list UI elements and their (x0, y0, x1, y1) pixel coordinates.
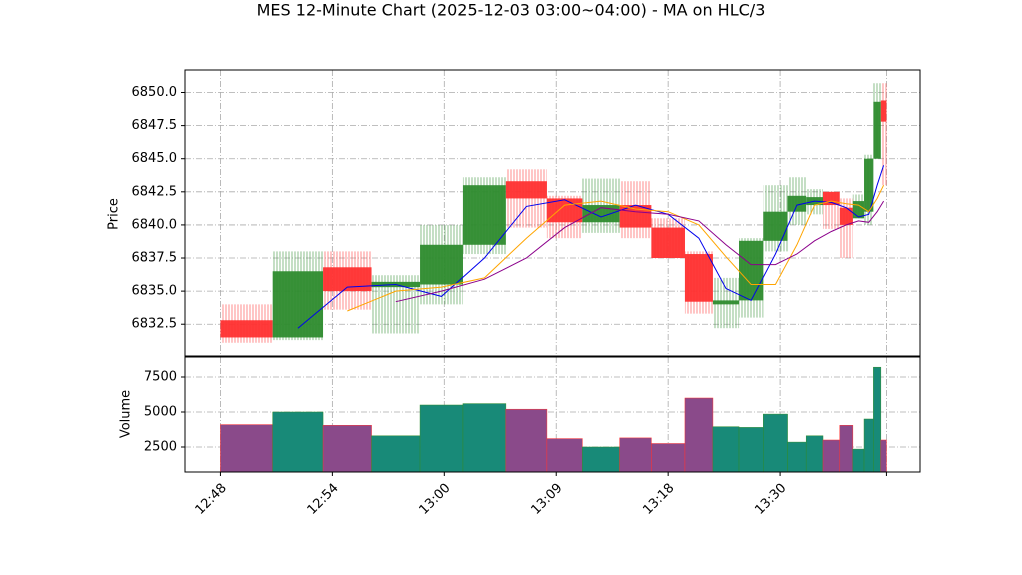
y-axis-label: Price (107, 198, 122, 230)
volume-bar (546, 438, 583, 473)
candle-body (739, 240, 764, 301)
candle-body (822, 191, 840, 206)
candle-body (864, 158, 874, 212)
volume-bar (684, 397, 714, 473)
volume-tick-label: 2500 (144, 439, 177, 454)
candle-body (712, 300, 740, 305)
volume-bar (738, 427, 764, 473)
volume-bar (619, 437, 652, 473)
candle-body (323, 267, 372, 292)
chart-title: MES 12-Minute Chart (2025-12-03 03:00~04… (257, 1, 766, 20)
volume-bar (805, 435, 824, 473)
volume-bar (880, 439, 887, 473)
y-tick-label: 6832.5 (132, 317, 178, 332)
candle-body (684, 254, 713, 302)
ma-line (395, 200, 885, 303)
y-tick-label: 6837.5 (132, 251, 178, 266)
ma-line (297, 165, 885, 329)
candles (220, 83, 887, 343)
y-tick-label: 6850.0 (132, 85, 178, 100)
candle-body (420, 244, 463, 285)
candle-body (839, 207, 853, 225)
candle-body (873, 101, 881, 159)
candle-body (220, 320, 273, 338)
volume-axis-label: Volume (119, 390, 134, 438)
candle-body (852, 201, 865, 219)
volume-bar (419, 404, 464, 473)
volume-bar (873, 366, 882, 473)
candle-body (763, 211, 788, 241)
volume-bar (712, 426, 740, 473)
candle-wick (880, 83, 887, 186)
y-tick-label: 6845.0 (132, 151, 178, 166)
volume-tick-label: 5000 (144, 405, 177, 420)
candle-body (272, 271, 324, 338)
candle-body (505, 181, 547, 199)
y-tick-label: 6842.5 (132, 184, 178, 199)
volume-bar (651, 443, 686, 473)
volume-bar (787, 441, 807, 473)
candle-body (651, 227, 685, 259)
candle-body (582, 205, 620, 223)
volume-bar (462, 403, 507, 473)
plot-area (220, 83, 887, 473)
volume-tick-label: 7500 (144, 370, 177, 385)
volume-bar (863, 418, 874, 473)
price-frame (184, 69, 921, 357)
y-tick-label: 6847.5 (132, 118, 178, 133)
y-tick-label: 6840.0 (132, 217, 178, 232)
volume-bar (763, 413, 788, 473)
candle-body (462, 185, 506, 245)
volume-frame (184, 356, 921, 473)
volume-bar (582, 446, 620, 473)
candle-body (787, 195, 807, 212)
y-tick-label: 6835.0 (132, 284, 178, 299)
volume-bar (220, 424, 273, 473)
candle-body (880, 100, 887, 122)
volume-bar (822, 439, 841, 473)
volume-bar (852, 448, 865, 473)
ma-line (347, 184, 885, 312)
volume-bar (505, 408, 548, 473)
volume-bar (371, 435, 421, 473)
volume-bar (322, 425, 372, 473)
volume-bar (839, 425, 854, 473)
volume-bar (272, 411, 324, 473)
